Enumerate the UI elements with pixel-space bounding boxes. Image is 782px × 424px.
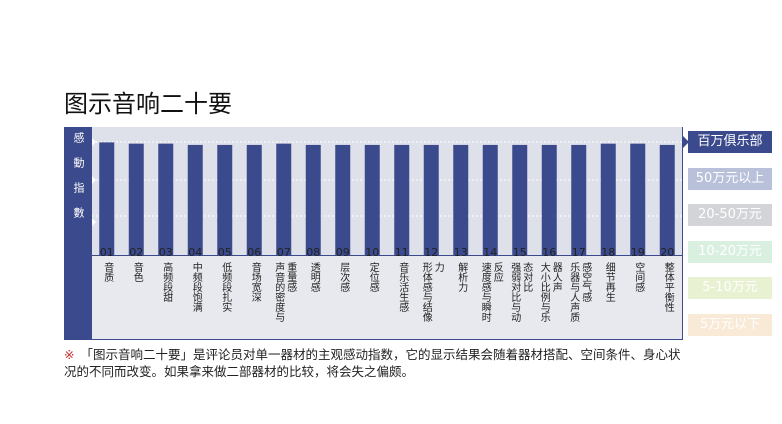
category-number: 03: [158, 246, 173, 259]
x-tick-label: 音场宽深: [249, 262, 261, 302]
bar: [335, 144, 351, 255]
x-tick-label: 音色: [131, 262, 143, 282]
x-tick-label: 层次感: [337, 262, 349, 292]
bar: [630, 143, 646, 255]
tier-label: 百万俱乐部: [688, 131, 772, 153]
category-number: 06: [247, 246, 262, 259]
tier-label: 10-20万元: [688, 240, 772, 263]
x-tick-label: 高频段甜: [160, 262, 172, 302]
category-number: 16: [542, 246, 557, 259]
label-bg: [92, 256, 682, 339]
bar: [394, 144, 410, 255]
arrow: [92, 138, 96, 146]
category-number: 18: [601, 246, 616, 259]
note: ※ 「图示音响二十要」是评论员对单一器材的主观感动指数，它的显示结果会随着器材搭配…: [64, 346, 684, 380]
tier-label: 20-50万元: [688, 204, 772, 226]
x-tick-label: 定位感: [367, 262, 379, 292]
bar: [600, 143, 616, 255]
category-number: 17: [571, 246, 586, 259]
bar: [423, 144, 439, 255]
category-number: 13: [453, 246, 468, 259]
x-tick-label: 音乐活生感: [396, 262, 408, 312]
x-tick-label: 音质: [101, 262, 113, 282]
x-tick-label: 低频段扎实: [219, 262, 231, 312]
category-number: 20: [660, 246, 675, 259]
x-tick-label: 中频段饱满: [190, 262, 202, 312]
bar: [364, 144, 380, 255]
note-text: 「图示音响二十要」是评论员对单一器材的主观感动指数，它的显示结果会随着器材搭配、…: [64, 347, 681, 379]
x-tick-label: 乐器与人声质感空气感: [567, 262, 591, 322]
category-number: 08: [306, 246, 321, 259]
bar: [217, 144, 233, 255]
tier-label: 5-10万元: [688, 277, 772, 299]
x-tick-label: 透明感: [308, 262, 320, 292]
category-number: 02: [129, 246, 144, 259]
arrow: [92, 176, 96, 184]
category-number: 14: [483, 246, 498, 259]
tier-label: 50万元以上: [688, 167, 772, 190]
bar: [305, 144, 321, 255]
x-tick-label: 细节再生: [603, 262, 615, 302]
x-tick-label: 形体感与结像力: [420, 262, 444, 322]
plot-bg: [92, 127, 682, 255]
arrow: [92, 218, 96, 226]
category-number: 07: [276, 246, 291, 259]
x-tick-label: 解析力: [455, 262, 467, 292]
arrow: [683, 136, 689, 148]
bar: [158, 143, 174, 255]
category-number: 12: [424, 246, 439, 259]
x-tick-label: 整体平衡性: [662, 262, 674, 312]
x-tick-label: 空间感: [632, 262, 644, 292]
chart-title: 图示音响二十要: [64, 90, 232, 118]
x-tick-label: 强弱对比与动态对比: [508, 262, 532, 322]
bar: [659, 144, 675, 255]
category-number: 09: [335, 246, 350, 259]
category-number: 10: [365, 246, 380, 259]
x-tick-label: 大小比例与乐器人声: [538, 262, 562, 322]
category-number: 15: [512, 246, 527, 259]
bar: [276, 143, 292, 255]
bar: [128, 143, 144, 255]
bar: [541, 144, 557, 255]
bar: [571, 144, 587, 255]
category-number: 01: [99, 246, 114, 259]
bar: [482, 144, 498, 255]
bar: [512, 144, 528, 255]
bar: [453, 144, 469, 255]
y-axis-label: 感動指數: [72, 132, 85, 232]
tier-label: 5万元以下: [688, 313, 772, 336]
bar: [246, 144, 262, 255]
bar: [99, 142, 115, 255]
note-mark: ※: [64, 347, 75, 362]
category-number: 19: [630, 246, 645, 259]
category-number: 05: [217, 246, 232, 259]
x-tick-label: 速度感与瞬时反应: [479, 262, 503, 322]
bar: [187, 144, 203, 255]
x-tick-label: 声音的密度与重量感: [272, 262, 296, 322]
category-number: 11: [394, 246, 409, 259]
category-number: 04: [188, 246, 203, 259]
